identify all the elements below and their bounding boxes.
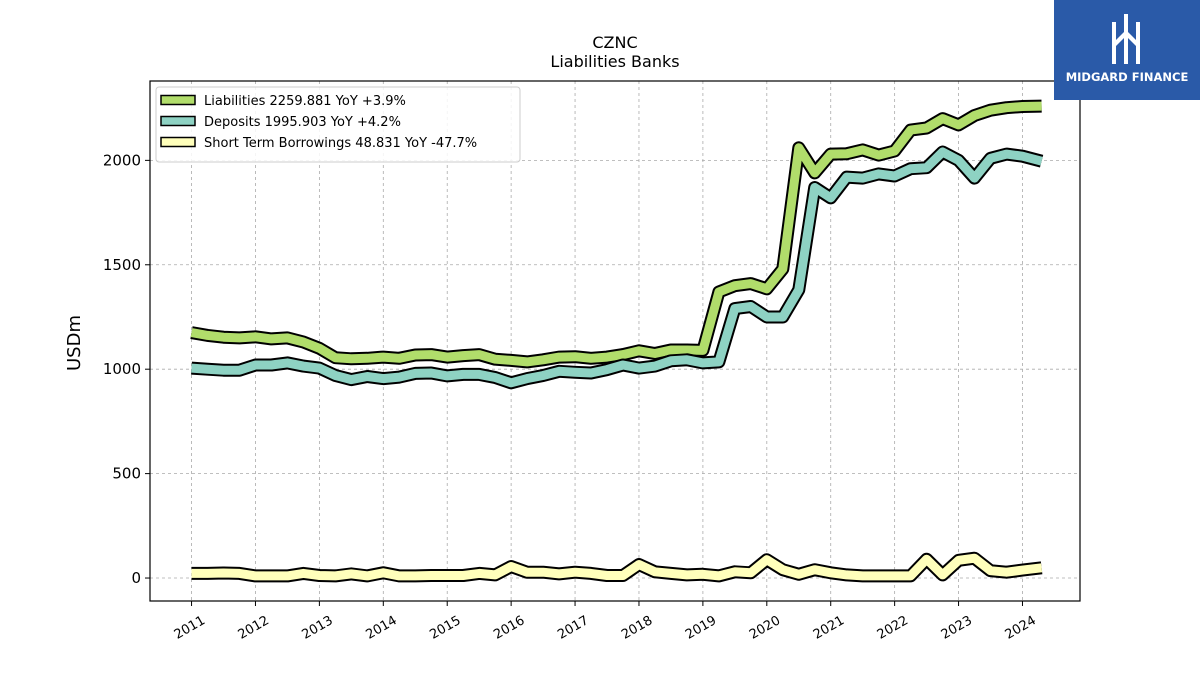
series-short-term-borrowings	[191, 551, 1043, 583]
y-tick-label: 500	[112, 465, 141, 483]
legend-entry: Liabilities 2259.881 YoY +3.9%	[204, 94, 406, 109]
y-tick-label: 1000	[103, 360, 141, 378]
series-line	[191, 147, 1043, 388]
x-tick-label: 2012	[236, 613, 272, 643]
plot-frame	[149, 80, 1081, 602]
x-tick-label: 2013	[300, 613, 336, 643]
x-tick-label: 2016	[491, 613, 527, 643]
x-tick-label: 2015	[427, 613, 463, 643]
y-tick-label: 2000	[103, 151, 141, 169]
series-liabilities	[190, 99, 1042, 369]
legend-box	[155, 86, 521, 163]
grid-lines	[150, 81, 1080, 601]
x-tick-label: 2019	[683, 613, 719, 643]
x-tick-label: 2018	[619, 613, 655, 643]
x-tick-label: 2023	[939, 613, 975, 643]
x-tick-label: 2022	[875, 613, 911, 643]
x-tick-label: 2014	[363, 613, 399, 643]
legend-swatch	[160, 115, 196, 127]
legend-swatch	[160, 136, 196, 148]
y-tick-label: 0	[131, 569, 141, 587]
series-line	[190, 101, 1042, 367]
series-line	[191, 553, 1043, 581]
x-tick-label: 2011	[172, 613, 208, 643]
x-axis: 2011 2012 2013 2014 2015 2016 2017 2018 2019 2020…	[172, 601, 1039, 643]
legend-swatch	[160, 94, 196, 106]
chart-subtitle: Liabilities Banks	[550, 52, 679, 71]
x-tick-label: 2017	[555, 613, 591, 643]
brand-name: MIDGARD FINANCE	[1065, 70, 1189, 84]
legend: Liabilities 2259.881 YoY +3.9% Deposits 1…	[155, 86, 521, 163]
series-deposits	[191, 145, 1044, 390]
legend-entry: Deposits 1995.903 YoY +4.2%	[204, 115, 401, 130]
series-lines	[190, 99, 1044, 583]
x-tick-label: 2024	[1003, 613, 1039, 643]
x-tick-label: 2021	[811, 613, 847, 643]
y-axis: 0 500 1000 1500 2000	[103, 151, 150, 587]
brand-logo: MIDGARD FINANCE	[1054, 0, 1200, 100]
y-axis-label: USDm	[64, 315, 85, 371]
y-tick-label: 1500	[103, 256, 141, 274]
legend-entry: Short Term Borrowings 48.831 YoY -47.7%	[204, 136, 477, 151]
chart-title: CZNC	[592, 33, 637, 52]
logo-mark-icon	[1112, 14, 1140, 64]
x-tick-label: 2020	[747, 613, 783, 643]
